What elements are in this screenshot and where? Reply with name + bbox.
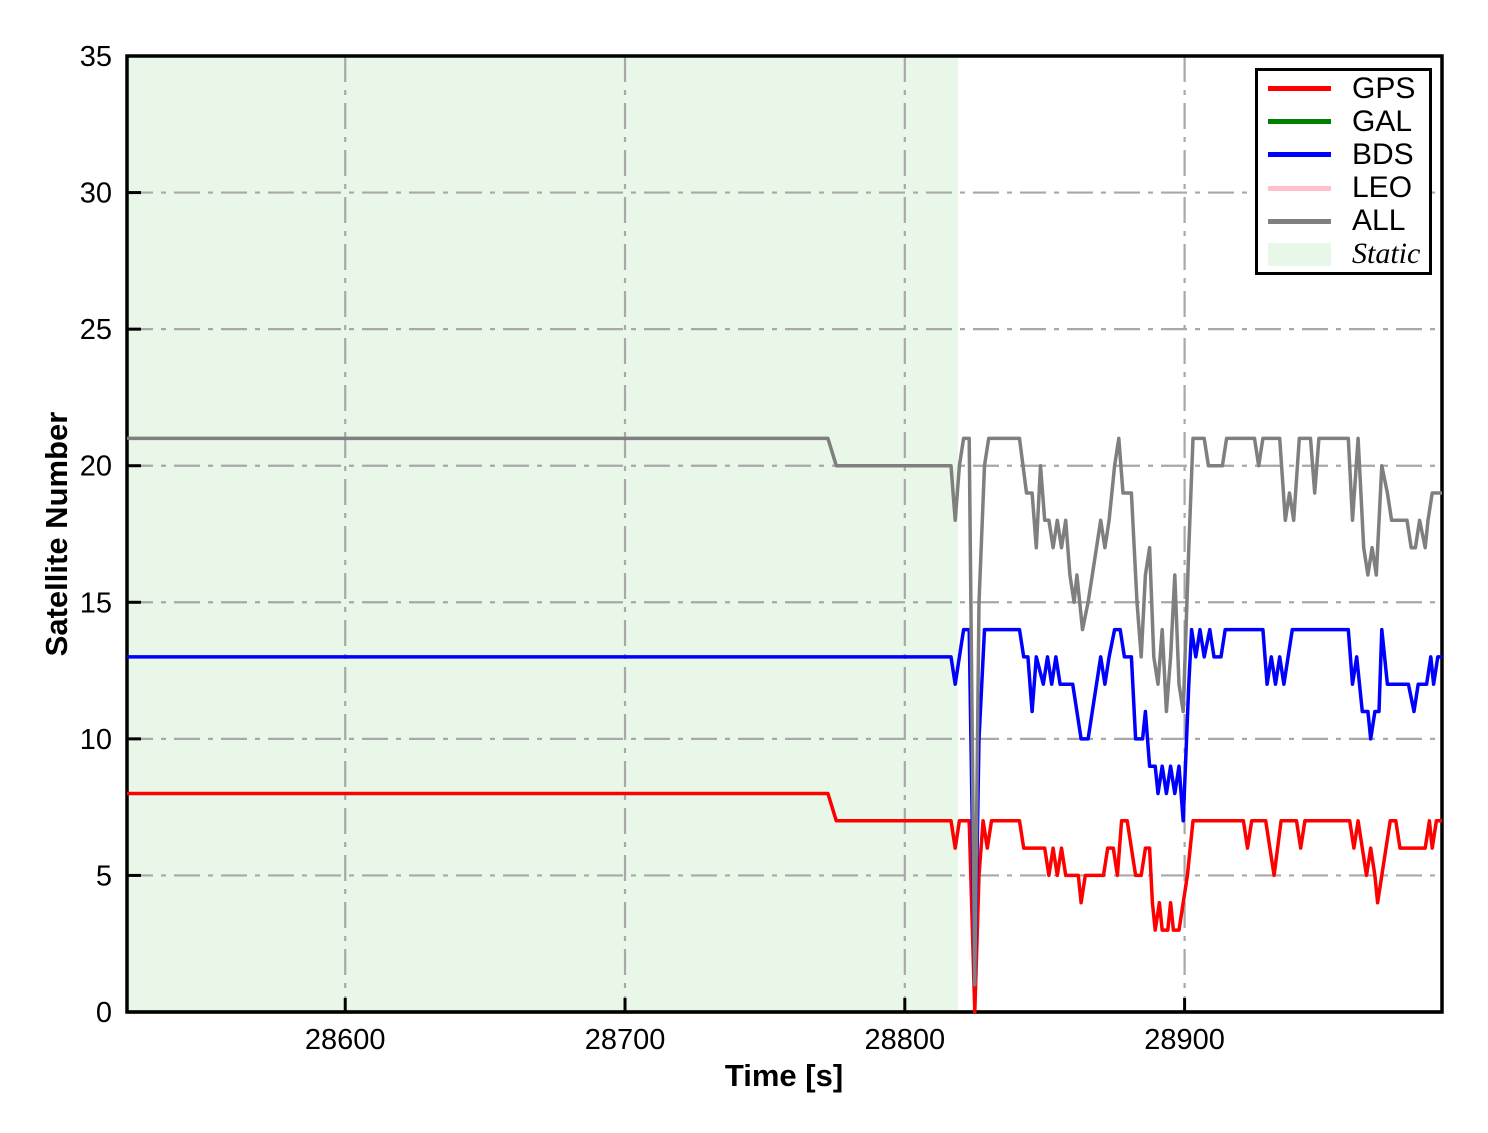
- legend-item-bds: BDS: [1258, 139, 1429, 170]
- y-tick-label: 5: [96, 860, 112, 892]
- series-line-bds: [127, 627, 1442, 987]
- legend-label-bds: BDS: [1352, 137, 1414, 171]
- x-tick-label: 28900: [1144, 1024, 1225, 1056]
- series-line-gps: [127, 791, 1442, 1014]
- y-tick-label: 10: [80, 724, 112, 756]
- gal-line-swatch: [1268, 119, 1331, 125]
- y-tick-label: 15: [80, 587, 112, 619]
- static-patch-swatch: [1268, 242, 1331, 266]
- x-tick-label: 28600: [305, 1024, 386, 1056]
- legend-item-gal: GAL: [1258, 106, 1429, 137]
- legend-label-static: Static: [1352, 237, 1421, 271]
- series-line-all: [127, 436, 1442, 987]
- x-axis-title: Time [s]: [724, 1058, 844, 1093]
- all-line-swatch: [1268, 218, 1331, 224]
- legend-item-all: ALL: [1258, 206, 1429, 237]
- x-tick-label: 28800: [864, 1024, 945, 1056]
- y-axis-title: Satellite Number: [39, 411, 74, 657]
- legend-label-all: ALL: [1352, 204, 1406, 238]
- static-region: [127, 56, 958, 1012]
- legend-item-gps: GPS: [1258, 73, 1429, 104]
- y-tick-label: 0: [96, 997, 112, 1029]
- gps-line-swatch: [1268, 86, 1331, 92]
- legend-item-static: Static: [1258, 239, 1429, 270]
- x-tick-label: 28700: [585, 1024, 666, 1056]
- y-tick-label: 35: [80, 41, 112, 73]
- y-tick-label: 25: [80, 314, 112, 346]
- legend-label-leo: LEO: [1352, 171, 1413, 205]
- legend-item-leo: LEO: [1258, 173, 1429, 204]
- legend-label-gal: GAL: [1352, 104, 1413, 138]
- legend-label-gps: GPS: [1352, 71, 1416, 105]
- y-tick-label: 30: [80, 178, 112, 210]
- bds-line-swatch: [1268, 152, 1331, 158]
- plot-border: [125, 54, 1444, 1014]
- leo-line-swatch: [1268, 185, 1331, 191]
- legend: GPS GAL BDS LEO ALL Static: [1255, 68, 1432, 275]
- y-tick-label: 20: [80, 451, 112, 483]
